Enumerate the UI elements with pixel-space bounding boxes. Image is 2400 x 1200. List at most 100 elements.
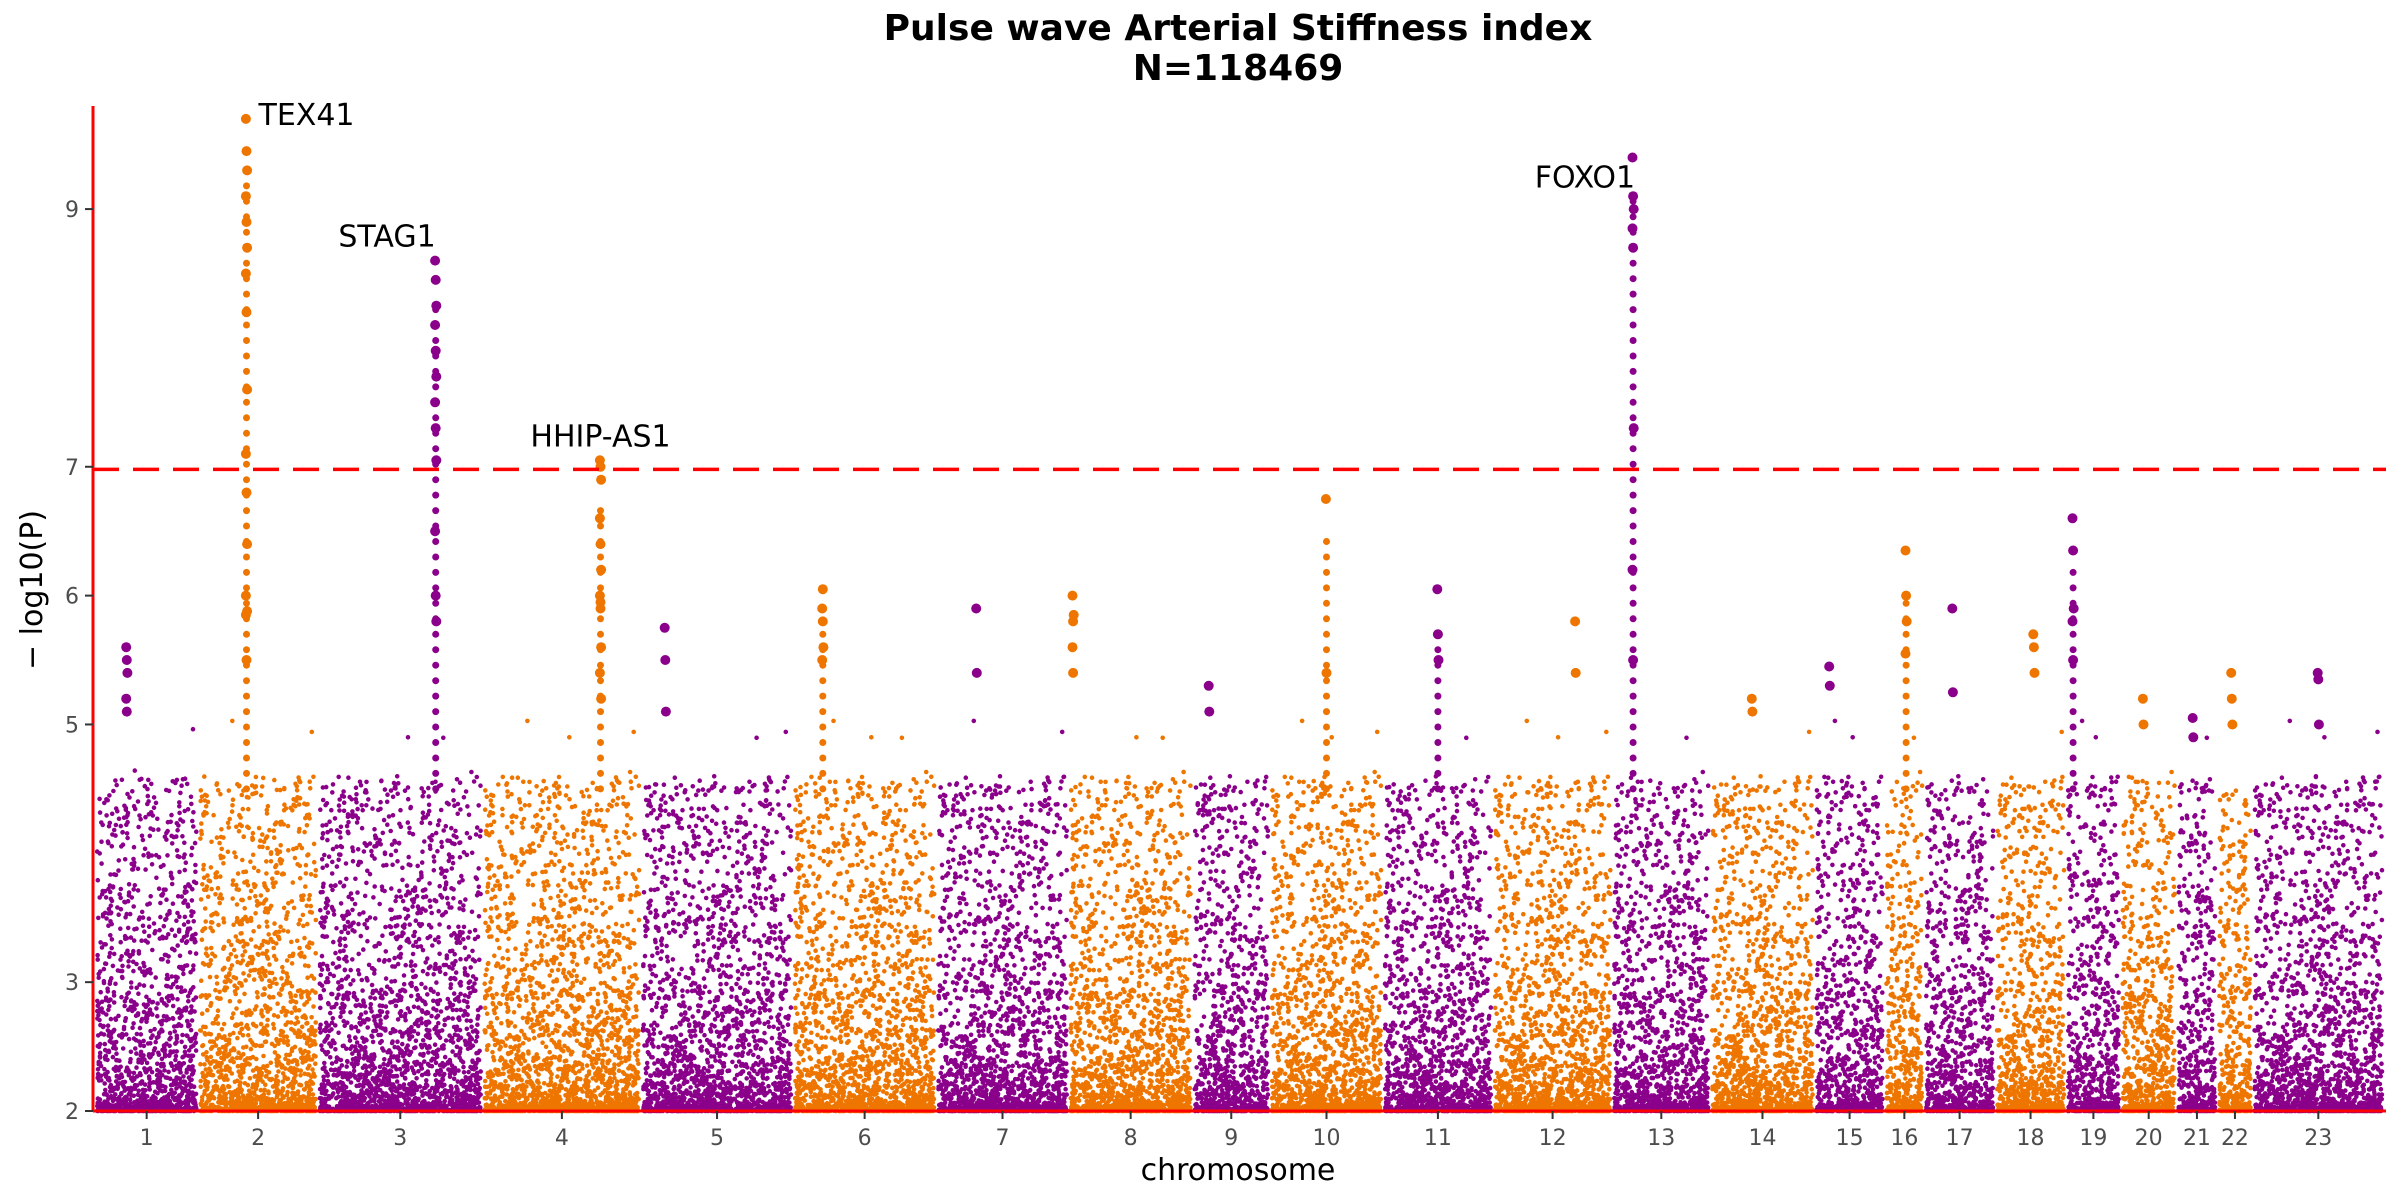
peak-column-point-chr3 (432, 337, 440, 344)
x-tick-label: 5 (710, 1126, 724, 1151)
peak-point-chr9 (1204, 706, 1215, 717)
peak-column-point-chr11 (1434, 708, 1442, 716)
peak-point-chr8 (1068, 609, 1079, 620)
peak-point-chr1 (121, 693, 132, 704)
peak-column-point-chr2 (243, 723, 250, 731)
peak-column-point-chr19 (2069, 692, 2077, 700)
peak-column-point-chr13 (1629, 337, 1637, 344)
peak-column-point-chr2 (243, 213, 250, 221)
peak-point-chr2 (240, 590, 251, 601)
peak-point-chr16 (1900, 545, 1911, 556)
peak-point-chr18 (2028, 629, 2039, 640)
peak-column-point-chr4 (597, 769, 604, 777)
peak-column-point-chr6 (819, 661, 827, 669)
x-axis-ticks: 1 2 3 4 5 6 7 8 9 10 11 12 13 14 15 16 17 18 19 20 21 22 23 (140, 1111, 2332, 1151)
peak-column-point-chr16 (1902, 754, 1910, 762)
peak-column-point-chr4 (597, 677, 604, 685)
x-axis-title: chromosome (1141, 1153, 1336, 1188)
chromosome-7-points (935, 718, 1069, 1114)
peak-point-chr1 (121, 642, 132, 653)
peak-column-point-chr13 (1629, 661, 1637, 669)
peak-column-point-chr16 (1902, 661, 1910, 669)
peak-column-point-chr2 (243, 769, 250, 777)
peak-column-point-chr6 (819, 785, 827, 793)
peak-column-point-chr19 (2069, 785, 2077, 793)
peak-point-chr20 (2137, 693, 2148, 704)
peak-column-point-chr4 (597, 599, 604, 607)
peak-column-point-chr16 (1902, 692, 1910, 700)
peak-point-chr8 (1067, 590, 1078, 601)
peak-column-point-chr13 (1629, 677, 1637, 685)
peak-column-point-chr3 (432, 599, 440, 607)
peak-column-point-chr13 (1629, 599, 1637, 607)
peak-point-chr2 (241, 146, 252, 157)
peak-column-point-chr11 (1434, 723, 1442, 731)
peak-column-point-chr10 (1323, 754, 1330, 762)
peak-column-point-chr6 (819, 769, 827, 777)
peak-column-point-chr19 (2069, 708, 2077, 716)
peak-point-chr3 (430, 345, 441, 356)
x-tick-label: 11 (1424, 1126, 1452, 1151)
peak-point-chr11 (1432, 584, 1443, 595)
peak-column-point-chr19 (2069, 568, 2077, 576)
peak-column-point-chr13 (1629, 352, 1637, 360)
peak-point-chr18 (2029, 667, 2040, 678)
peak-column-point-chr2 (243, 321, 250, 329)
peak-point-chr5 (660, 655, 671, 665)
peak-column-point-chr2 (243, 460, 250, 468)
peak-point-chr15 (1824, 661, 1835, 672)
peak-column-point-chr3 (432, 646, 440, 654)
x-tick-label: 12 (1539, 1126, 1567, 1151)
gene-label-foxo1: FOXO1 (1535, 161, 1635, 196)
peak-column-point-chr10 (1323, 599, 1330, 607)
peak-column-point-chr13 (1629, 290, 1637, 298)
x-tick-label: 9 (1224, 1126, 1238, 1151)
peak-column-point-chr2 (243, 584, 250, 592)
peak-column-point-chr4 (597, 754, 604, 762)
peak-column-point-chr13 (1629, 769, 1637, 777)
peak-column-point-chr2 (243, 445, 250, 453)
peak-column-point-chr13 (1629, 445, 1637, 453)
peak-column-point-chr19 (2069, 754, 2077, 762)
x-tick-label: 4 (555, 1126, 569, 1151)
peak-point-chr8 (1067, 642, 1078, 653)
peak-column-point-chr19 (2069, 646, 2077, 654)
peak-column-point-chr3 (432, 723, 440, 731)
peak-column-point-chr10 (1323, 723, 1330, 731)
peak-column-point-chr10 (1323, 568, 1330, 576)
peak-column-point-chr13 (1629, 429, 1637, 437)
gene-annotations: TEX41 STAG1 HHIP-AS1 FOXO1 (258, 98, 1636, 454)
peak-column-point-chr16 (1902, 785, 1910, 793)
peak-column-point-chr3 (432, 785, 440, 793)
peak-column-point-chr11 (1434, 785, 1442, 793)
x-tick-label: 16 (1890, 1126, 1918, 1151)
peak-column-point-chr2 (243, 259, 250, 267)
peak-column-point-chr13 (1629, 321, 1637, 329)
peak-column-point-chr13 (1629, 476, 1637, 484)
peak-point-chr21 (2187, 713, 2198, 723)
peak-column-point-chr2 (243, 568, 250, 576)
peak-column-point-chr10 (1323, 769, 1330, 777)
peak-column-point-chr10 (1323, 785, 1330, 793)
peak-column-point-chr19 (2069, 615, 2077, 623)
peak-column-point-chr16 (1902, 769, 1910, 777)
peak-column-point-chr6 (819, 677, 827, 685)
peak-column-point-chr4 (597, 661, 604, 669)
peak-column-point-chr13 (1629, 244, 1637, 252)
peak-point-chr22 (2227, 719, 2238, 730)
peaks-layer (121, 113, 2324, 793)
peak-column-point-chr2 (243, 785, 250, 793)
peak-column-point-chr3 (432, 476, 440, 484)
peak-point-chr13 (1628, 655, 1639, 665)
peak-point-chr4 (594, 513, 605, 524)
peak-column-point-chr2 (243, 244, 250, 252)
peak-column-point-chr11 (1434, 739, 1442, 746)
peak-column-point-chr3 (432, 383, 440, 391)
chromosome-11-points (1382, 735, 1494, 1114)
chart-subtitle: N=118469 (1133, 48, 1344, 89)
peak-point-chr6 (817, 616, 828, 627)
peak-column-point-chr19 (2069, 677, 2077, 685)
peak-column-point-chr4 (597, 584, 604, 592)
peak-column-point-chr3 (432, 491, 440, 499)
y-axis-title: − log10(P) (15, 510, 50, 670)
